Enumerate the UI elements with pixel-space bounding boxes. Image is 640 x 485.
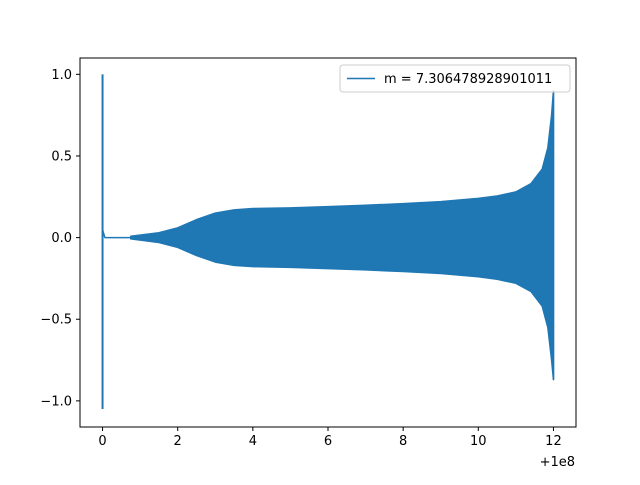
x-tick-label: 2 <box>174 434 182 449</box>
x-tick-label: 12 <box>545 434 562 449</box>
x-tick-label: 8 <box>399 434 407 449</box>
plot-layer <box>101 74 555 410</box>
legend[interactable]: m = 7.306478928901011 <box>339 64 571 93</box>
y-axis-ticks: 1.0 0.5 0.0 −0.5 −1.0 <box>40 68 80 409</box>
series-spike-ringdown <box>101 229 106 238</box>
y-tick-label: −0.5 <box>40 313 72 328</box>
x-tick-label: 4 <box>249 434 257 449</box>
x-tick-label: 10 <box>470 434 487 449</box>
y-tick-label: 0.5 <box>51 149 72 164</box>
x-tick-label: 6 <box>324 434 332 449</box>
x-axis-offset-label: +1e8 <box>540 455 575 470</box>
y-tick-label: 0.0 <box>51 231 72 246</box>
x-axis-ticks: 0 2 4 6 8 10 12 <box>98 427 562 449</box>
legend-label: m = 7.306478928901011 <box>384 72 552 87</box>
legend-box <box>339 64 571 93</box>
y-tick-label: 1.0 <box>51 68 72 83</box>
y-tick-label: −1.0 <box>40 394 72 409</box>
x-tick-label: 0 <box>98 434 106 449</box>
